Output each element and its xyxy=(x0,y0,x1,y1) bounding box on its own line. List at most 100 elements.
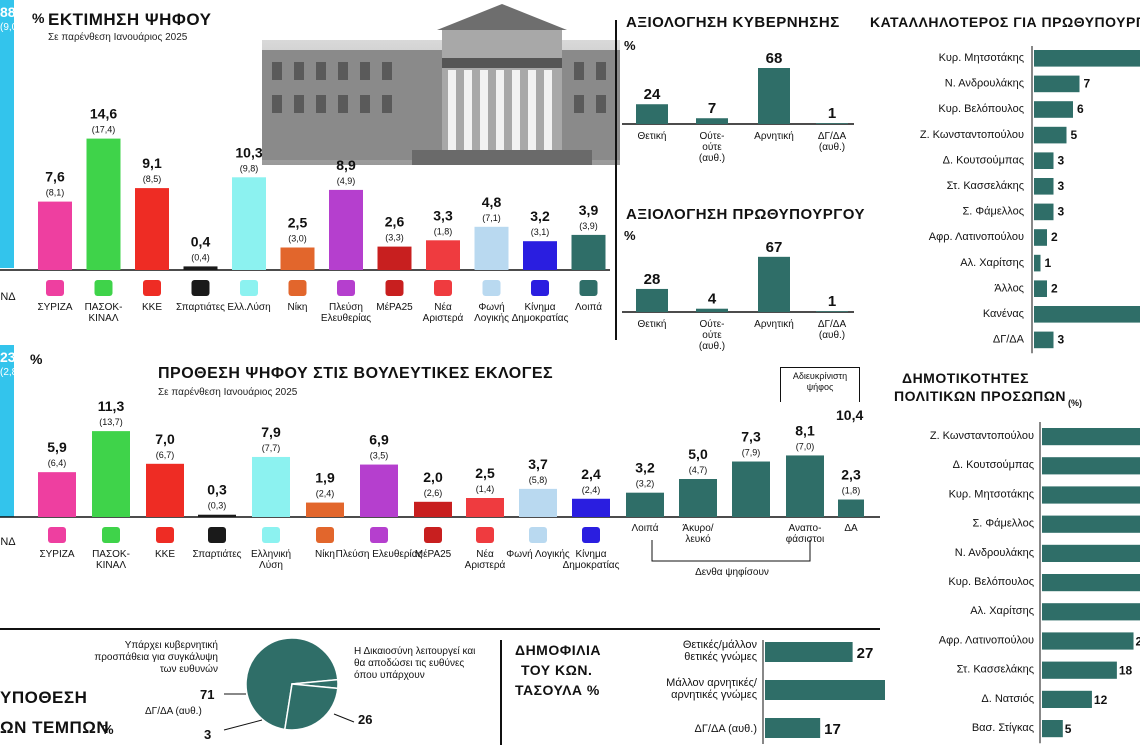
pm_eval-cat-2: Αρνητική xyxy=(754,318,794,330)
intent-value-label-11: 2,4 xyxy=(581,466,601,482)
suitable-bar-4 xyxy=(1034,152,1054,169)
gov_eval-value-1: 7 xyxy=(708,100,716,117)
vote-estimate-subtitle: Σε παρένθεση Ιανουάριος 2025 xyxy=(48,32,188,43)
intent-bar-12 xyxy=(626,492,664,517)
gov-eval-panel: ΑΞΙΟΛΟΓΗΣΗ ΚΥΒΕΡΝΗΣΗΣ % 24 Θετική 7 Ούτε-ού… xyxy=(618,0,868,200)
vote-intent-title: ΠΡΟΘΕΣΗ ΨΗΦΟΥ ΣΤΙΣ ΒΟΥΛΕΥΤΙΚΕΣ ΕΚΛΟΓΕΣ xyxy=(158,365,554,382)
party-label-1: ΣΥΡΙΖΑ xyxy=(37,302,72,313)
suitable-cat-2: Κυρ. Βελόπουλος xyxy=(938,103,1024,115)
popularity-chart: Ζ. Κωνσταντοπούλου Δ. Κουτσούμπας Κυρ. Μητ… xyxy=(930,422,1140,744)
nd-intent-value: 23 xyxy=(0,349,16,365)
pm_eval-value-0: 28 xyxy=(644,271,661,288)
prev-label-1: (8,1) xyxy=(46,188,65,198)
intent-prev-label-12: (3,2) xyxy=(636,479,655,489)
prev-label-8: (3,3) xyxy=(385,233,404,243)
intent-party-label-8: ΜέΡΑ25 xyxy=(415,548,452,560)
suitable-bar-1 xyxy=(1034,75,1080,93)
party-logo-icon-2 xyxy=(94,280,113,296)
popularity-cat-0: Ζ. Κωνσταντοπούλου xyxy=(930,430,1034,442)
suitable-cat-0: Κυρ. Μητσοτάκης xyxy=(939,52,1024,64)
party-label-5: Ελλ.Λύση xyxy=(227,301,270,313)
value-label-2: 14,6 xyxy=(90,106,117,122)
value-label-7: 8,9 xyxy=(336,157,356,173)
tempi-slice-1 xyxy=(283,683,339,731)
intent-prev-label-7: (3,5) xyxy=(370,451,389,461)
popularity-value-8: 18 xyxy=(1119,664,1133,678)
nd-value: 88 xyxy=(0,4,16,20)
nd-intent-bar xyxy=(0,345,14,517)
nd-prev-value: (9,0) xyxy=(0,22,21,33)
popularity-bar-0 xyxy=(1042,428,1140,446)
intent-prev-label-15: (7,0) xyxy=(796,441,815,451)
intent-party-label-2: ΠΑΣΟΚ-ΚΙΝΑΛ xyxy=(92,549,130,571)
intent-bar-3 xyxy=(146,463,184,517)
pm_eval-bar-0 xyxy=(636,288,668,312)
intent-bar-1 xyxy=(38,472,76,517)
tasoulas-value-0: 27 xyxy=(857,645,874,662)
intent-prev-label-5: (7,7) xyxy=(262,443,281,453)
intent-party-label-12: Λοιπά xyxy=(631,522,658,534)
intent-party-logo-icon-1 xyxy=(48,527,66,543)
intent-value-label-16: 2,3 xyxy=(841,467,861,483)
suitable-cat-10: Κανένας xyxy=(983,308,1024,320)
tasoulas-cat-1: Μάλλον αρνητικές/αρνητικές γνώμες xyxy=(666,677,758,701)
pm_eval-value-3: 1 xyxy=(828,293,836,310)
bar-12 xyxy=(571,234,606,270)
pm_eval-value-1: 4 xyxy=(708,291,717,308)
intent-value-label-7: 6,9 xyxy=(369,432,389,448)
suitable-cat-1: Ν. Ανδρουλάκης xyxy=(945,78,1024,90)
intent-party-label-4: Σπαρτιάτες xyxy=(193,548,242,560)
popularity-cat-2: Κυρ. Μητσοτάκης xyxy=(949,488,1034,500)
suitable-cat-7: Αφρ. Λατινοπούλου xyxy=(929,231,1024,243)
bar-2 xyxy=(86,138,121,270)
intent-value-label-12: 3,2 xyxy=(635,460,655,476)
suitable-bar-10 xyxy=(1034,306,1140,323)
intent-bar-2 xyxy=(92,431,130,517)
intent-value-label-14: 7,3 xyxy=(741,429,761,445)
value-label-8: 2,6 xyxy=(385,214,405,230)
bar-10 xyxy=(474,226,509,270)
intent-value-label-2: 11,3 xyxy=(98,398,125,414)
popularity-cat-10: Βασ. Στίγκας xyxy=(972,722,1034,734)
tasoulas-panel: ΔΗΜΟΦΙΛΙΑ ΤΟΥ ΚΩΝ. ΤΑΣΟΥΛΑ % Θετικές/μάλ… xyxy=(505,632,885,750)
value-label-1: 7,6 xyxy=(45,169,65,185)
tempi-label-b: ΔΓ/ΔΑ (αυθ.) xyxy=(145,706,202,717)
suitable-pm-panel: ΚΑΤΑΛΛΗΛΟΤΕΡΟΣ ΓΙΑ ΠΡΩΘΥΠΟΥΡΓΟ Κυρ. Μητσ… xyxy=(868,0,1140,360)
popularity-bar-10 xyxy=(1042,720,1063,738)
popularity-bar-4 xyxy=(1042,544,1140,562)
tempi-panel: ΥΠΟΘΕΣΗ ΩΝ ΤΕΜΠΩΝ % Υπάρχει κυβερνητική … xyxy=(0,632,500,750)
intent-bar-15 xyxy=(786,455,824,517)
popularity-bar-5 xyxy=(1042,574,1140,592)
tasoulas-cat-2: ΔΓ/ΔΑ (αυθ.) xyxy=(695,723,757,735)
suitable-cat-9: Άλλος xyxy=(994,282,1024,294)
tasoulas-title-3: ΤΑΣΟΥΛΑ % xyxy=(515,682,600,698)
tempi-value-c: 26 xyxy=(358,712,373,727)
value-label-5: 10,3 xyxy=(235,144,262,160)
suitable-value-5: 3 xyxy=(1058,179,1065,193)
suitable-pm-title: ΚΑΤΑΛΛΗΛΟΤΕΡΟΣ ΓΙΑ ΠΡΩΘΥΠΟΥΡΓΟ xyxy=(870,14,1140,30)
suitable-pm-chart: Κυρ. Μητσοτάκης Ν. Ανδρουλάκης 7 Κυρ. Βελόπ… xyxy=(920,46,1140,354)
popularity-bar-3 xyxy=(1042,515,1140,533)
intent-bar-10 xyxy=(519,488,557,517)
vote-estimate-pct: % xyxy=(32,10,45,26)
parliament-building-image xyxy=(262,4,620,165)
suitable-value-3: 5 xyxy=(1071,128,1078,142)
pm_eval-cat-1: Ούτε-ούτε (αυθ.) xyxy=(699,318,725,352)
party-label-9: Νέα Αριστερά xyxy=(423,301,464,324)
tasoulas-bar-0 xyxy=(765,642,853,662)
intent-party-logo-icon-9 xyxy=(476,527,494,543)
intent-party-label-15: Αναπο-φάσιστοι xyxy=(786,523,824,545)
gov_eval-value-3: 1 xyxy=(828,105,836,122)
pm-eval-chart: 28 Θετική 4 Ούτε-ούτε (αυθ.) 67 Αρνητική 1 ΔΓ/ΔΑ… xyxy=(622,239,854,352)
party-label-11: Κίνημα Δημοκρατίας xyxy=(512,301,569,324)
intent-bar-11 xyxy=(572,498,610,517)
pm_eval-bar-3 xyxy=(816,311,848,312)
nd-intent-prev: (2,8) xyxy=(0,367,21,378)
intent-bar-8 xyxy=(414,501,452,517)
tasoulas-cat-0: Θετικές/μάλλον θετικές γνώμες xyxy=(683,639,758,663)
intent-value-label-3: 7,0 xyxy=(155,431,175,447)
popularity-cat-1: Δ. Κουτσούμπας xyxy=(953,459,1034,471)
party-logo-icon-3 xyxy=(143,280,161,296)
bar-9 xyxy=(426,240,460,270)
intent-party-logo-icon-5 xyxy=(262,527,280,543)
